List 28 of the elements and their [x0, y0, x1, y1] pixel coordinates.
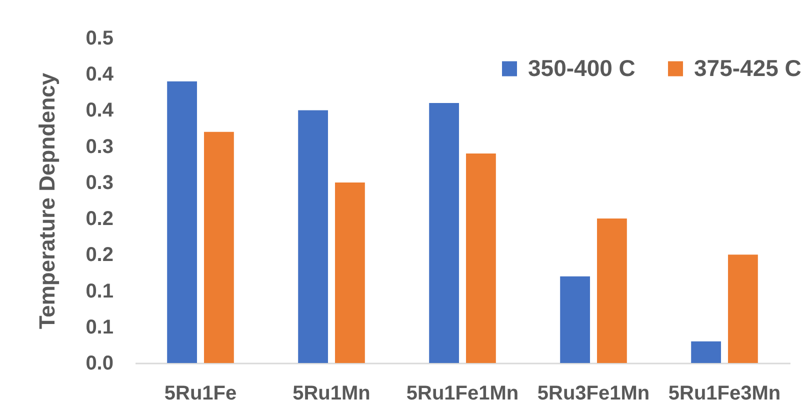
bar — [298, 110, 328, 363]
bar — [691, 341, 721, 363]
bar — [429, 103, 459, 363]
y-tick-label: 0.4 — [86, 100, 114, 122]
y-axis-title: Temperature Depndency — [34, 72, 60, 330]
y-tick-label: 0.1 — [86, 316, 114, 338]
x-tick-label: 5Ru1Fe — [164, 382, 237, 404]
x-tick-label: 5Ru1Fe3Mn — [668, 382, 781, 404]
x-tick-label: 5Ru3Fe1Mn — [537, 382, 650, 404]
x-tick-label: 5Ru1Fe1Mn — [406, 382, 519, 404]
bar — [466, 154, 496, 363]
bar — [335, 182, 365, 363]
bar — [560, 276, 590, 363]
y-tick-label: 0.4 — [86, 64, 114, 86]
y-tick-label: 0.0 — [86, 352, 114, 374]
x-tick-label: 5Ru1Mn — [292, 382, 370, 404]
y-tick-label: 0.2 — [86, 244, 114, 266]
legend-label: 350-400 C — [528, 54, 636, 81]
y-tick-label: 0.3 — [86, 172, 114, 194]
y-tick-label: 0.2 — [86, 208, 114, 230]
bar — [204, 132, 234, 363]
legend-label: 375-425 C — [694, 54, 802, 81]
y-tick-label: 0.3 — [86, 136, 114, 158]
bar — [728, 254, 758, 363]
bar — [597, 218, 627, 363]
y-tick-label: 0.5 — [86, 28, 114, 50]
bar — [167, 81, 197, 363]
y-tick-label: 0.1 — [86, 280, 114, 302]
